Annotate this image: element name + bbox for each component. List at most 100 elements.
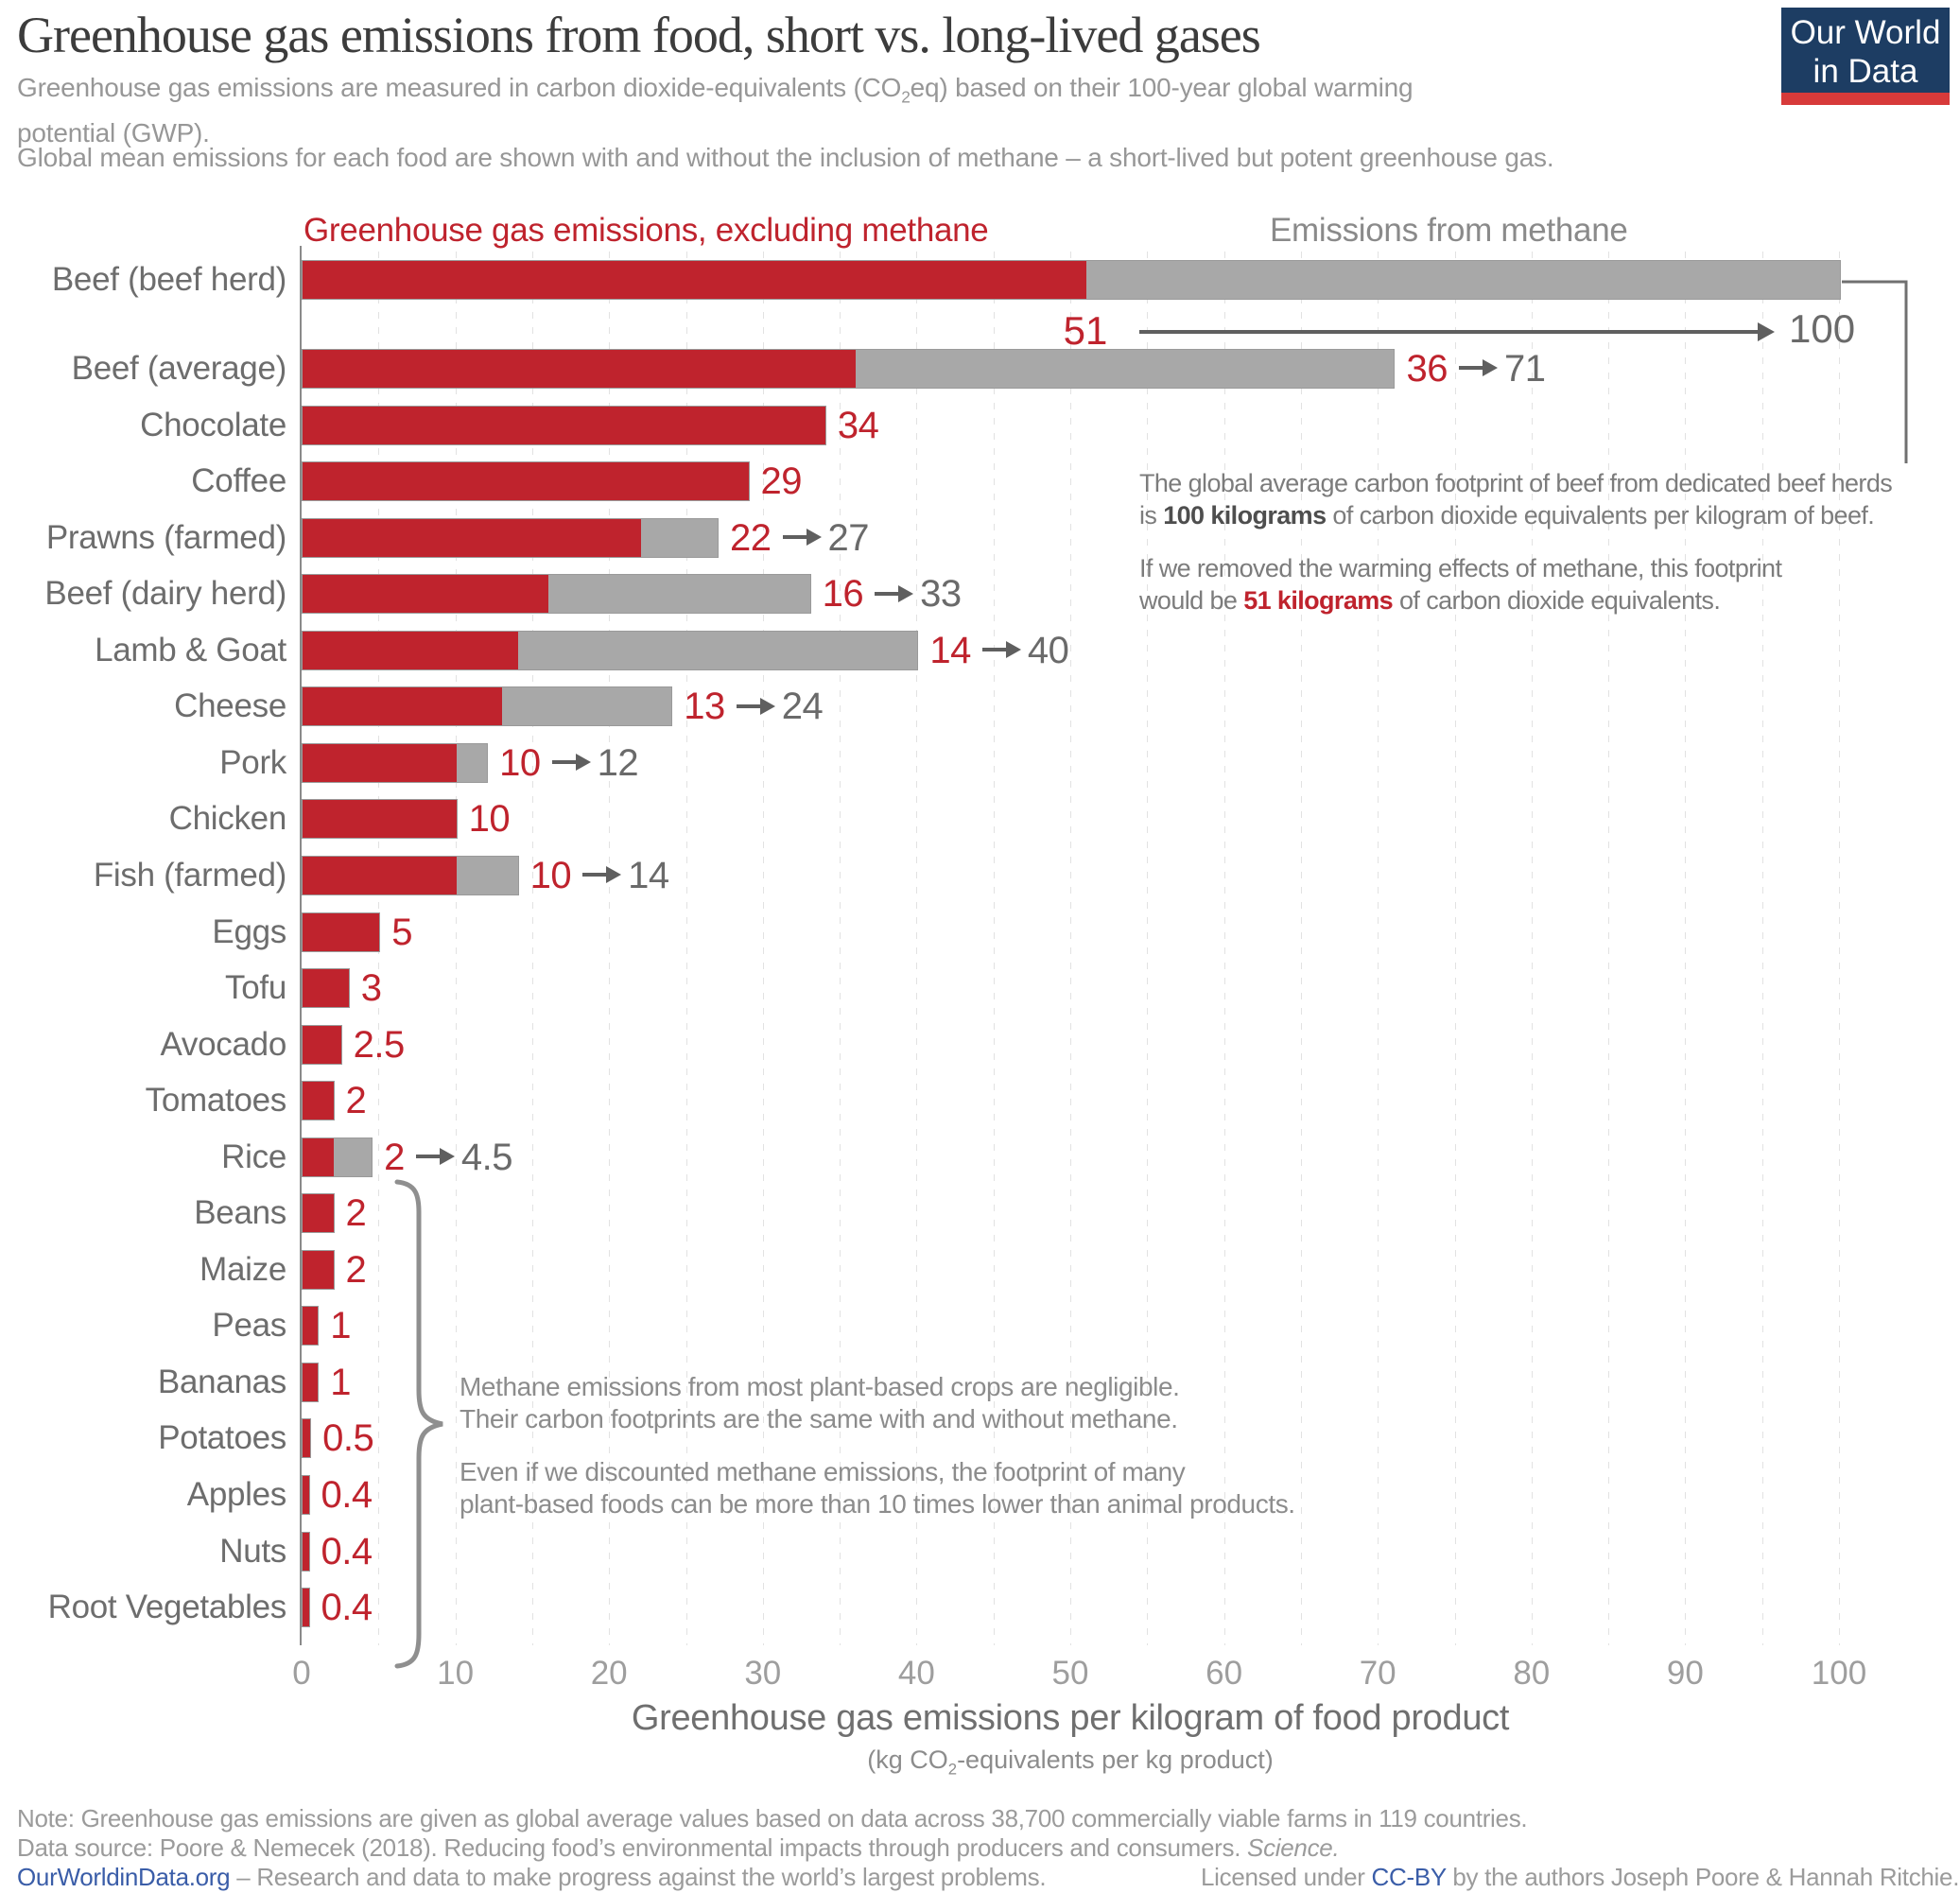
bar-segment-excluding-methane xyxy=(303,462,749,501)
bar-segment-excluding-methane xyxy=(303,1532,309,1571)
curly-brace-icon xyxy=(394,1179,443,1669)
bar-segment-methane xyxy=(1086,261,1840,299)
bar-avocado[interactable] xyxy=(302,1024,342,1065)
value-excluding-methane: 10 xyxy=(468,798,511,841)
value-with-methane: 27 xyxy=(827,516,870,559)
bar-rice[interactable] xyxy=(302,1137,373,1177)
bar-fish-farmed[interactable] xyxy=(302,855,519,895)
value-excluding-methane: 0.4 xyxy=(321,1587,373,1629)
bar-coffee[interactable] xyxy=(302,461,750,502)
bar-peas[interactable] xyxy=(302,1306,320,1346)
bar-beef-average[interactable] xyxy=(302,349,1396,389)
food-label-tofu: Tofu xyxy=(225,969,286,1007)
bar-chicken[interactable] xyxy=(302,799,458,840)
food-label-maize: Maize xyxy=(199,1250,286,1288)
gridline-45 xyxy=(993,252,995,1645)
value-with-methane: 33 xyxy=(920,573,962,616)
arrow-51-to-100-icon xyxy=(1139,322,1775,341)
owid-logo[interactable]: Our World in Data xyxy=(1781,8,1950,105)
bar-nuts[interactable] xyxy=(302,1531,310,1572)
bar-beans[interactable] xyxy=(302,1193,335,1234)
food-label-beef-average: Beef (average) xyxy=(71,350,287,387)
food-label-coffee: Coffee xyxy=(191,462,286,500)
bar-segment-excluding-methane xyxy=(303,1138,334,1176)
value-excluding-methane: 2 xyxy=(345,1192,367,1235)
bar-segment-excluding-methane xyxy=(303,912,380,951)
bar-segment-excluding-methane xyxy=(303,1082,334,1120)
food-label-root-vegetables: Root Vegetables xyxy=(47,1589,287,1626)
chart-subtitle-line1: Greenhouse gas emissions are measured in… xyxy=(17,73,1414,148)
value-with-methane: 40 xyxy=(1027,629,1069,671)
gridline-85 xyxy=(1608,252,1610,1645)
owid-org-link[interactable]: OurWorldinData.org xyxy=(17,1863,231,1891)
bar-tomatoes[interactable] xyxy=(302,1081,335,1121)
gridline-60 xyxy=(1223,252,1225,1645)
footer-owid-line: OurWorldinData.org – Research and data t… xyxy=(17,1863,1047,1891)
value-excluding-methane: 2 xyxy=(345,1248,367,1291)
bar-value-chocolate: 34 xyxy=(838,406,879,445)
value-excluding-methane: 1 xyxy=(330,1361,351,1403)
bar-maize[interactable] xyxy=(302,1249,335,1290)
food-label-apples: Apples xyxy=(186,1476,287,1513)
food-label-chicken: Chicken xyxy=(168,800,287,838)
gridline-95 xyxy=(1761,252,1763,1645)
bar-value-peas: 1 xyxy=(330,1306,351,1346)
bar-lamb-goat[interactable] xyxy=(302,630,919,670)
x-tick-10: 10 xyxy=(437,1655,475,1692)
bar-segment-excluding-methane xyxy=(303,1250,334,1289)
bar-eggs[interactable] xyxy=(302,912,381,952)
x-tick-80: 80 xyxy=(1513,1655,1551,1692)
food-label-pork: Pork xyxy=(219,743,286,781)
value-excluding-methane: 1 xyxy=(330,1305,351,1347)
food-label-chocolate: Chocolate xyxy=(140,406,286,443)
footer-note: Note: Greenhouse gas emissions are given… xyxy=(17,1804,1528,1832)
bar-root-vegetables[interactable] xyxy=(302,1588,310,1628)
value-excluding-methane: 0.4 xyxy=(321,1474,373,1516)
bar-cheese[interactable] xyxy=(302,686,673,727)
food-label-peas: Peas xyxy=(212,1307,286,1345)
x-tick-20: 20 xyxy=(590,1655,628,1692)
food-label-nuts: Nuts xyxy=(219,1532,286,1570)
bar-potatoes[interactable] xyxy=(302,1418,312,1459)
bar-segment-methane xyxy=(456,743,488,782)
bar-segment-excluding-methane xyxy=(303,687,503,726)
bar-value-beef-dairy-herd: 16 33 xyxy=(823,574,962,614)
value-excluding-methane: 10 xyxy=(499,741,541,784)
legend-methane: Emissions from methane xyxy=(1270,212,1628,249)
value-excluding-methane: 2.5 xyxy=(353,1023,406,1066)
value-excluding-methane: 14 xyxy=(929,629,971,671)
bar-segment-excluding-methane xyxy=(303,575,549,614)
gridline-20 xyxy=(609,252,611,1645)
bar-beef-beef-herd[interactable] xyxy=(302,260,1841,300)
value-excluding-methane: 5 xyxy=(391,911,413,953)
bar-segment-excluding-methane xyxy=(303,1025,341,1064)
bar-chocolate[interactable] xyxy=(302,405,826,445)
bar-segment-methane xyxy=(640,518,719,557)
bar-beef-dairy-herd[interactable] xyxy=(302,574,811,615)
bar-pork[interactable] xyxy=(302,742,489,783)
gridline-50 xyxy=(1070,252,1071,1645)
bar-apples[interactable] xyxy=(302,1475,310,1515)
food-label-tomatoes: Tomatoes xyxy=(145,1082,287,1120)
footer-license: Licensed under CC-BY by the authors Jose… xyxy=(1201,1863,1960,1891)
bar-prawns-farmed[interactable] xyxy=(302,517,720,558)
bar-value-eggs: 5 xyxy=(391,912,412,952)
bar-segment-excluding-methane xyxy=(303,518,641,557)
bar-tofu[interactable] xyxy=(302,968,350,1009)
owid-logo-stripe xyxy=(1781,93,1950,105)
food-label-cheese: Cheese xyxy=(174,687,286,725)
bar-value-tofu: 3 xyxy=(361,968,382,1008)
x-tick-40: 40 xyxy=(897,1655,935,1692)
value-with-methane: 71 xyxy=(1503,348,1546,390)
bar-value-beans: 2 xyxy=(346,1193,367,1233)
value-excluding-methane: 22 xyxy=(730,516,772,559)
gridline-30 xyxy=(762,252,764,1645)
arrow-icon xyxy=(875,584,914,602)
bar-bananas[interactable] xyxy=(302,1362,320,1402)
food-label-rice: Rice xyxy=(221,1138,286,1175)
ccby-link[interactable]: CC-BY xyxy=(1371,1863,1447,1891)
bar-value-pork: 10 12 xyxy=(499,743,638,783)
value-excluding-methane: 2 xyxy=(345,1080,367,1122)
x-tick-70: 70 xyxy=(1359,1655,1396,1692)
